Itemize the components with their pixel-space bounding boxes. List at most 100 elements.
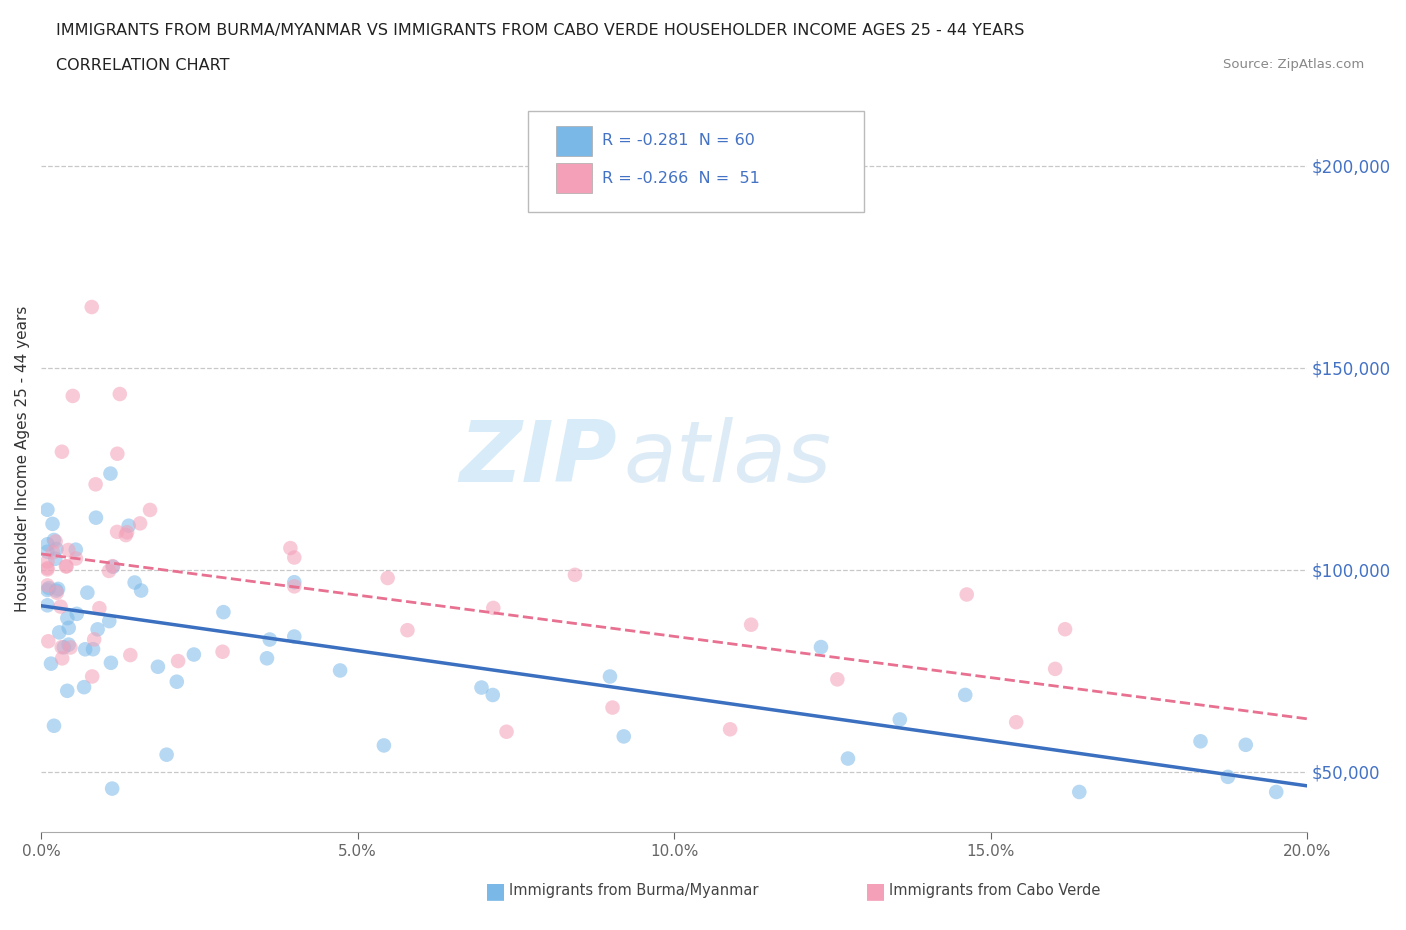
Point bbox=[1054, 622, 1077, 637]
Point bbox=[1189, 734, 1212, 749]
Text: Source: ZipAtlas.com: Source: ZipAtlas.com bbox=[1223, 58, 1364, 71]
Point bbox=[58, 637, 80, 652]
Point bbox=[129, 583, 152, 598]
Point bbox=[45, 534, 67, 549]
Point bbox=[98, 564, 121, 578]
Point bbox=[718, 722, 741, 737]
Point bbox=[396, 623, 419, 638]
Point bbox=[115, 525, 138, 539]
Point bbox=[105, 525, 128, 539]
Point bbox=[602, 700, 624, 715]
Point bbox=[65, 542, 87, 557]
Point bbox=[837, 751, 859, 766]
Point bbox=[46, 581, 69, 596]
Point bbox=[51, 445, 73, 459]
Point bbox=[45, 541, 67, 556]
Point bbox=[48, 625, 70, 640]
Point bbox=[889, 712, 911, 727]
Text: IMMIGRANTS FROM BURMA/MYANMAR VS IMMIGRANTS FROM CABO VERDE HOUSEHOLDER INCOME A: IMMIGRANTS FROM BURMA/MYANMAR VS IMMIGRA… bbox=[56, 23, 1025, 38]
Point bbox=[114, 527, 136, 542]
Point bbox=[613, 729, 636, 744]
Text: ■: ■ bbox=[865, 881, 886, 901]
Point bbox=[283, 575, 305, 590]
Point bbox=[156, 747, 179, 762]
Point bbox=[37, 554, 59, 569]
Point bbox=[76, 585, 98, 600]
FancyBboxPatch shape bbox=[529, 111, 863, 212]
Point bbox=[101, 781, 124, 796]
Point bbox=[564, 567, 586, 582]
Point bbox=[955, 687, 977, 702]
Point bbox=[39, 657, 62, 671]
Point bbox=[329, 663, 352, 678]
Point bbox=[146, 659, 169, 674]
Point bbox=[44, 551, 66, 566]
Point bbox=[166, 674, 188, 689]
Point bbox=[810, 640, 832, 655]
Point bbox=[45, 583, 67, 598]
Point bbox=[956, 587, 979, 602]
Text: ZIP: ZIP bbox=[460, 417, 617, 500]
Point bbox=[49, 599, 72, 614]
Point bbox=[66, 606, 89, 621]
Point bbox=[1265, 785, 1288, 800]
Point bbox=[377, 571, 399, 586]
Point bbox=[827, 671, 849, 686]
Point bbox=[82, 642, 104, 657]
Point bbox=[283, 550, 305, 565]
Point bbox=[1005, 715, 1028, 730]
Point bbox=[120, 647, 142, 662]
Point bbox=[1043, 661, 1066, 676]
Text: Immigrants from Burma/Myanmar: Immigrants from Burma/Myanmar bbox=[509, 884, 758, 898]
Text: R = -0.266  N =  51: R = -0.266 N = 51 bbox=[602, 171, 759, 186]
Point bbox=[101, 559, 124, 574]
Point bbox=[37, 537, 59, 551]
Point bbox=[75, 642, 97, 657]
Point bbox=[280, 540, 302, 555]
Point bbox=[42, 545, 65, 560]
Point bbox=[41, 516, 63, 531]
Point bbox=[1234, 737, 1257, 752]
Point bbox=[482, 601, 505, 616]
Point bbox=[45, 585, 67, 600]
Point bbox=[37, 598, 59, 613]
Text: CORRELATION CHART: CORRELATION CHART bbox=[56, 58, 229, 73]
Point bbox=[37, 578, 59, 592]
Point bbox=[139, 502, 162, 517]
Point bbox=[52, 640, 75, 655]
Bar bbox=[557, 126, 592, 156]
Point bbox=[100, 656, 122, 671]
Point bbox=[283, 579, 305, 594]
Point bbox=[51, 640, 73, 655]
Point bbox=[73, 680, 96, 695]
Point bbox=[37, 544, 59, 559]
Point bbox=[65, 551, 87, 566]
Point bbox=[37, 502, 59, 517]
Point bbox=[740, 618, 762, 632]
Point bbox=[256, 651, 278, 666]
Point bbox=[42, 533, 65, 548]
Point bbox=[1216, 769, 1239, 784]
Point bbox=[51, 651, 73, 666]
Point bbox=[55, 559, 77, 574]
Point bbox=[80, 299, 103, 314]
Point bbox=[59, 640, 82, 655]
Point bbox=[211, 644, 233, 659]
Point bbox=[129, 516, 152, 531]
Point bbox=[58, 542, 80, 557]
Point bbox=[62, 389, 84, 404]
Point bbox=[105, 446, 128, 461]
Point bbox=[108, 387, 131, 402]
Point bbox=[42, 718, 65, 733]
Point bbox=[481, 687, 503, 702]
Point bbox=[84, 511, 107, 525]
Point bbox=[1069, 785, 1091, 800]
Point bbox=[55, 559, 77, 574]
Point bbox=[82, 669, 104, 684]
Point bbox=[470, 680, 492, 695]
Point bbox=[599, 669, 621, 684]
Point bbox=[495, 724, 517, 739]
Point bbox=[38, 580, 60, 595]
Point bbox=[183, 647, 205, 662]
Point bbox=[86, 622, 108, 637]
